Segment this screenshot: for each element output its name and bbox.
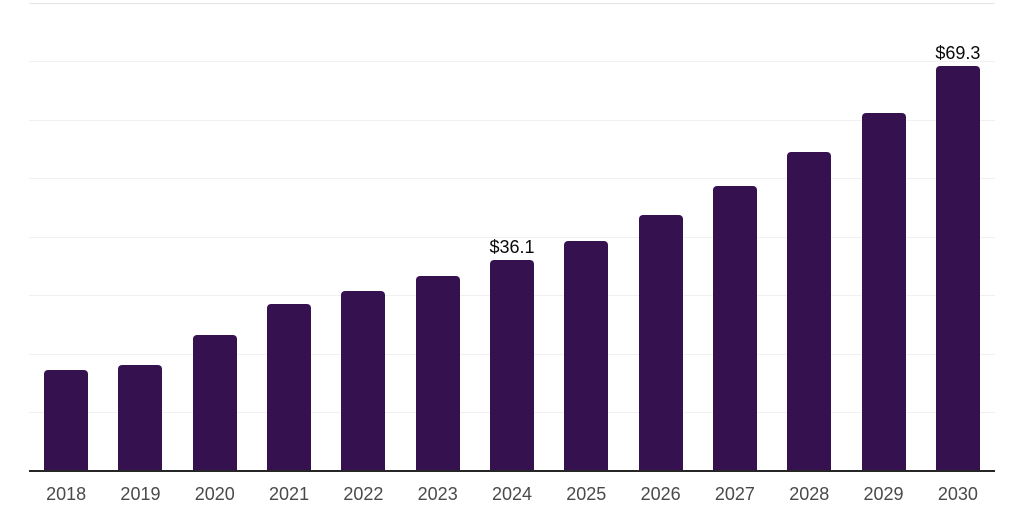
tick-label-2019: 2019: [120, 484, 161, 504]
gridline-50: [29, 178, 995, 179]
bar-2026[interactable]: [638, 214, 683, 471]
value-label-2024: $36.1: [489, 237, 535, 258]
tick-label-2022: 2022: [343, 484, 384, 504]
gridline-60: [29, 119, 995, 121]
tick-label-2020: 2020: [194, 484, 235, 504]
x-axis-labels: 2018 2019 2020 2021 2022 2023 2024 2025 2026 2027…: [29, 473, 995, 503]
gridline-40: [29, 236, 995, 238]
bar-2018[interactable]: [44, 369, 89, 471]
bar-2023[interactable]: [415, 276, 460, 471]
bar-2019[interactable]: [118, 364, 163, 471]
bar-2029[interactable]: [861, 112, 906, 471]
tick-label-2025: 2025: [566, 484, 607, 504]
x-axis-line: [29, 470, 995, 472]
tick-label-2027: 2027: [714, 484, 755, 504]
bar-2030[interactable]: [935, 65, 980, 471]
tick-label-2026: 2026: [640, 484, 681, 504]
bar-2022[interactable]: [341, 290, 386, 471]
value-label-2030: $69.3: [935, 42, 981, 63]
bar-2025[interactable]: [564, 240, 609, 471]
tick-label-2028: 2028: [789, 484, 830, 504]
gridline-70: [29, 61, 995, 62]
tick-label-2030: 2030: [937, 484, 978, 504]
bar-2028[interactable]: [787, 152, 832, 471]
tick-label-2021: 2021: [269, 484, 310, 504]
tick-label-2018: 2018: [46, 484, 87, 504]
bar-2021[interactable]: [267, 304, 312, 471]
tick-label-2029: 2029: [863, 484, 904, 504]
gridline-80: [29, 2, 995, 4]
plot-area: $36.1 $69.3: [29, 2, 995, 472]
tick-label-2023: 2023: [417, 484, 458, 504]
bar-2027[interactable]: [712, 185, 757, 471]
tick-label-2024: 2024: [491, 484, 533, 504]
bar-2024[interactable]: [490, 259, 534, 471]
bar-2020[interactable]: [192, 334, 237, 471]
